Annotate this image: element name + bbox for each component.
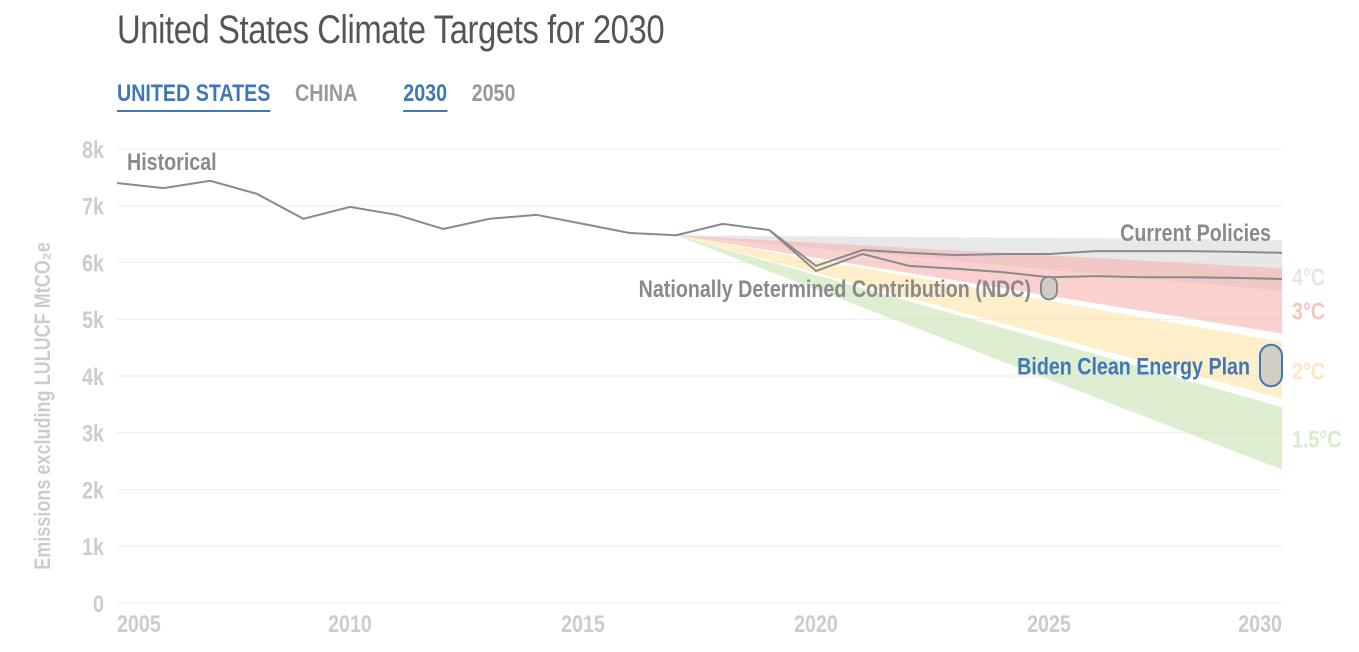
x-tick-label: 2020 (794, 610, 838, 637)
target-label: Nationally Determined Contribution (NDC) (639, 275, 1031, 302)
x-tick-label: 2025 (1027, 610, 1071, 637)
y-tick-label: 2k (82, 477, 105, 504)
tab-2030[interactable]: 2030 (403, 80, 448, 112)
current-policies-label: Current Policies (1120, 219, 1271, 246)
tab-2050[interactable]: 2050 (471, 80, 516, 107)
tab-bar: UNITED STATES CHINA 2030 2050 (117, 80, 540, 112)
tab-united-states[interactable]: UNITED STATES (117, 80, 271, 112)
x-tick-label: 2005 (117, 610, 161, 637)
series-line-0 (116, 179, 770, 237)
historical-label: Historical (127, 148, 217, 175)
x-tick-label: 2015 (561, 610, 605, 637)
y-tick-label: 1k (82, 533, 105, 560)
target-marker (1259, 343, 1283, 388)
band-label: 3°C (1292, 298, 1325, 325)
target-marker (1040, 275, 1058, 301)
x-tick-label: 2030 (1238, 610, 1282, 637)
band-3Cc (676, 235, 1282, 334)
y-axis-label: Emissions excluding LULUCF MtCO₂e (31, 242, 55, 570)
page-title: United States Climate Targets for 2030 (117, 8, 665, 52)
band-2Cc (676, 235, 1282, 399)
y-tick-label: 5k (82, 306, 105, 333)
y-tick-label: 4k (82, 363, 105, 390)
y-tick-label: 7k (82, 193, 105, 220)
series-line-2 (768, 229, 1283, 280)
series-line-1 (768, 229, 1283, 268)
x-tick-label: 2010 (328, 610, 372, 637)
y-tick-label: 8k (82, 136, 105, 163)
band-label: 4°C (1292, 264, 1325, 291)
band-label: 2°C (1292, 357, 1325, 384)
tab-china[interactable]: CHINA (295, 80, 358, 107)
y-tick-label: 6k (82, 250, 105, 277)
y-tick-label: 0 (93, 590, 104, 617)
band-label: 1.5°C (1292, 426, 1342, 453)
y-tick-label: 3k (82, 420, 105, 447)
band-15Cc (676, 235, 1282, 470)
target-label: Biden Clean Energy Plan (1017, 353, 1250, 380)
